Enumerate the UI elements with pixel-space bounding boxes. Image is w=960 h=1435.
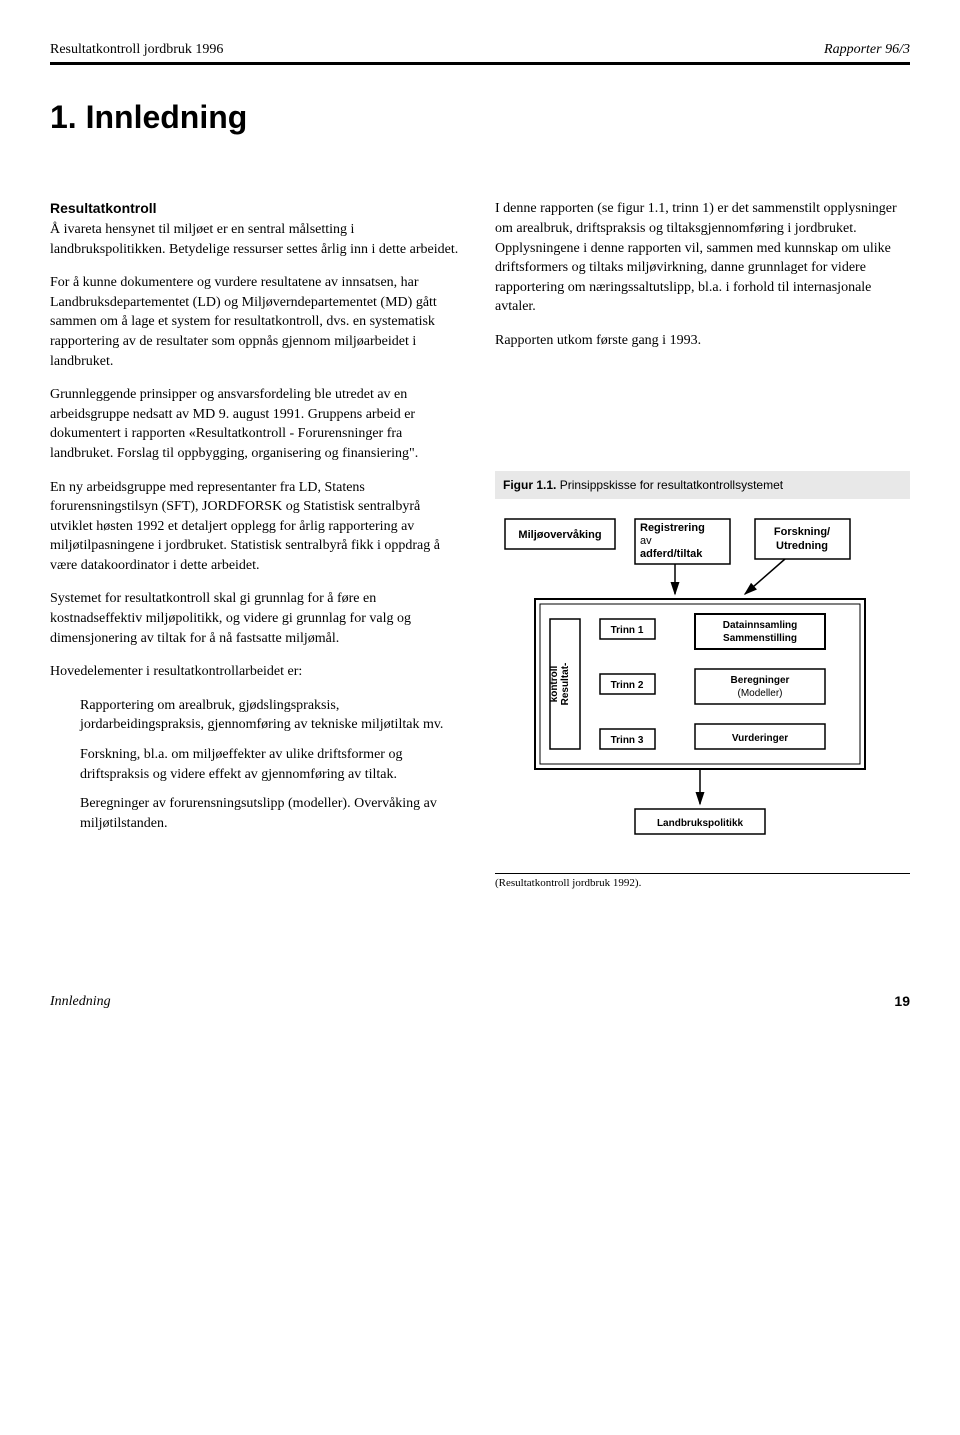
list-item: Beregninger av forurensningsutslipp (mod… [80, 794, 465, 833]
paragraph-text: Grunnleggende prinsipper og ansvarsforde… [50, 385, 465, 463]
footer-section-name: Innledning [50, 992, 111, 1012]
indented-list: Rapportering om arealbruk, gjødslingspra… [80, 696, 465, 834]
figure-caption-label: Figur 1.1. [503, 478, 556, 492]
header-right-text: Rapporter 96/3 [824, 40, 910, 60]
paragraph-text: Systemet for resultatkontroll skal gi gr… [50, 589, 465, 648]
section-heading: Resultatkontroll [50, 200, 157, 216]
paragraph-text: Rapporten utkom første gang i 1993. [495, 331, 910, 351]
right-column: I denne rapporten (se figur 1.1, trinn 1… [495, 199, 910, 891]
chapter-title: 1. Innledning [50, 95, 910, 140]
paragraph-text: En ny arbeidsgruppe med representanter f… [50, 478, 465, 576]
svg-text:Resultat-: Resultat- [560, 663, 571, 706]
box-label: Trinn 2 [611, 680, 644, 691]
paragraph-text: Å ivareta hensynet til miljøet er en sen… [50, 222, 458, 257]
header-left-text: Resultatkontroll jordbruk 1996 [50, 40, 223, 60]
box-label: Forskning/ [774, 526, 830, 538]
box-label: Landbrukspolitikk [657, 818, 744, 829]
page-header: Resultatkontroll jordbruk 1996 Rapporter… [50, 40, 910, 60]
box-label: Trinn 3 [611, 735, 644, 746]
list-item: Forskning, bl.a. om miljøeffekter av uli… [80, 745, 465, 784]
list-item: Rapportering om arealbruk, gjødslingspra… [80, 696, 465, 735]
box-label: Registrering [640, 522, 705, 534]
box-label: Miljøovervåking [518, 529, 601, 541]
box-label: Datainnsamling [723, 620, 797, 631]
box-label: Beregninger [731, 675, 790, 686]
box-label: Trinn 1 [611, 625, 644, 636]
box-label: (Modeller) [737, 688, 782, 699]
figure-source: (Resultatkontroll jordbruk 1992). [495, 873, 910, 891]
svg-text:kontroll: kontroll [549, 666, 560, 703]
box-label: Sammenstilling [723, 633, 797, 644]
page-footer: Innledning 19 [50, 992, 910, 1012]
figure-caption-text: Prinsippskisse for resultatkontrollsyste… [560, 478, 783, 492]
two-column-layout: Resultatkontroll Å ivareta hensynet til … [50, 199, 910, 891]
figure-block: Figur 1.1. Prinsippskisse for resultatko… [495, 471, 910, 892]
paragraph-text: For å kunne dokumentere og vurdere resul… [50, 273, 465, 371]
paragraph-text: Hovedelementer i resultatkontrollarbeide… [50, 662, 465, 682]
left-column: Resultatkontroll Å ivareta hensynet til … [50, 199, 465, 891]
diagram-svg: Miljøovervåking Registrering av adferd/t… [495, 509, 895, 869]
box-label: adferd/tiltak [640, 548, 703, 560]
paragraph-text: I denne rapporten (se figur 1.1, trinn 1… [495, 199, 910, 317]
header-rule [50, 62, 910, 65]
box-label: av [640, 535, 652, 547]
figure-caption: Figur 1.1. Prinsippskisse for resultatko… [495, 471, 910, 500]
footer-page-number: 19 [894, 992, 910, 1012]
box-label: Vurderinger [732, 733, 788, 744]
box-label: Utredning [776, 540, 828, 552]
